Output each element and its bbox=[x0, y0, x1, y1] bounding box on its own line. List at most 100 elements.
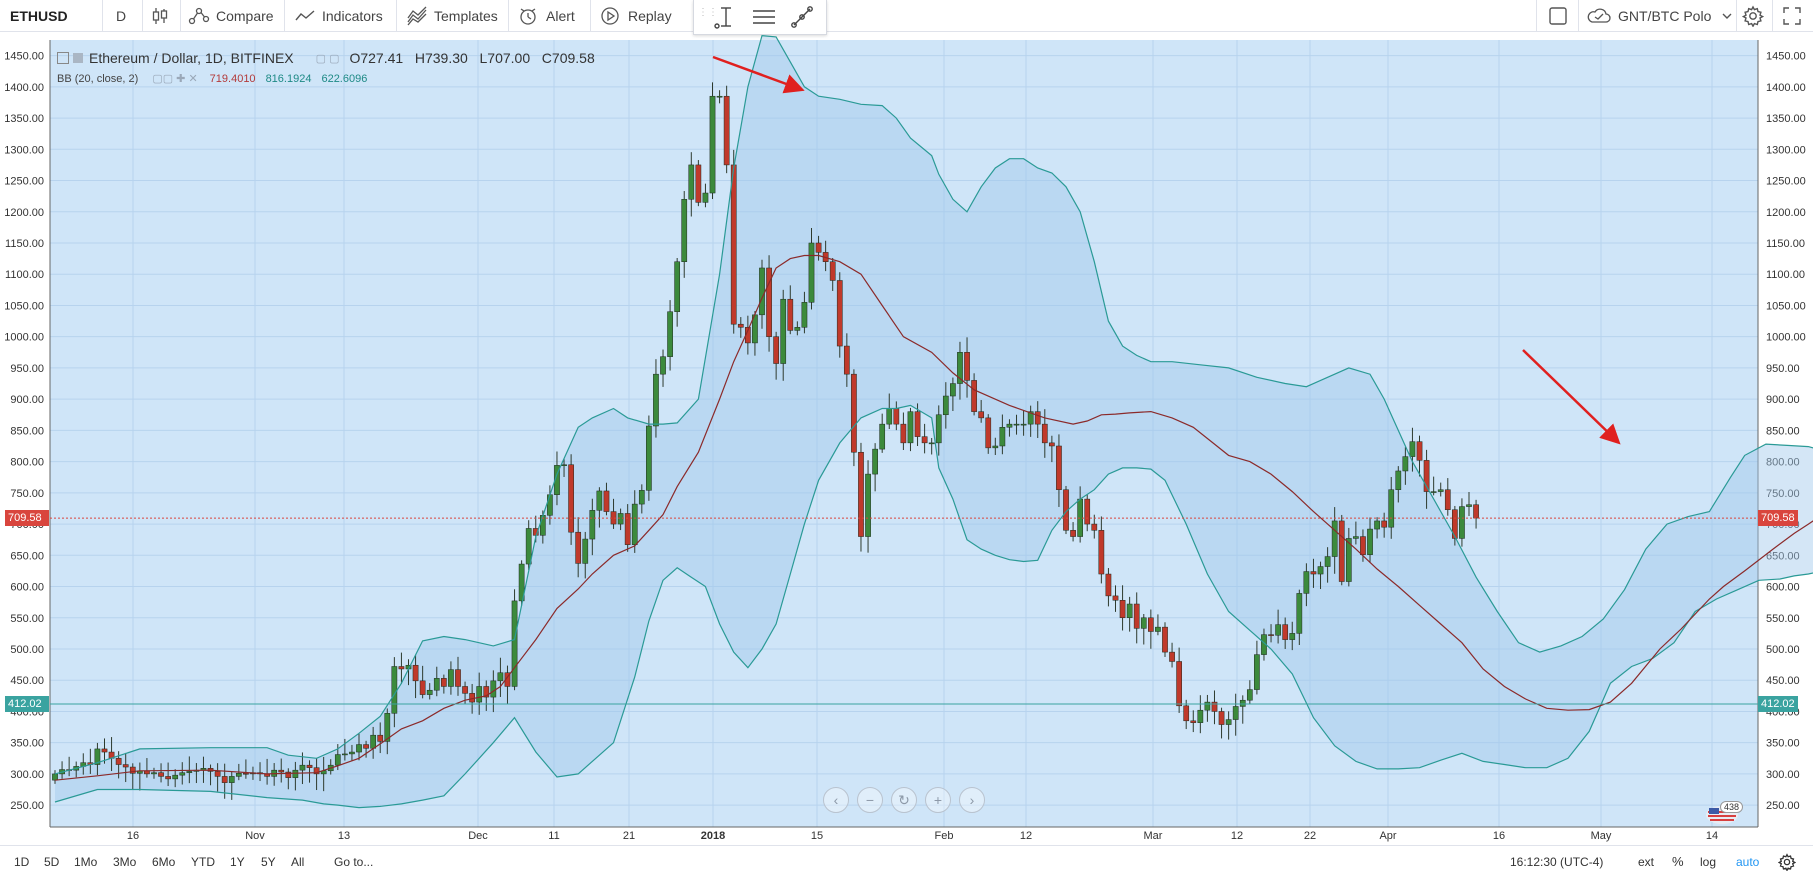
candle-body bbox=[667, 311, 673, 357]
settings-button[interactable] bbox=[1742, 0, 1770, 32]
candle-body bbox=[893, 408, 900, 425]
clock[interactable]: 16:12:30 (UTC-4) bbox=[1510, 846, 1603, 877]
range-button-3mo[interactable]: 3Mo bbox=[113, 854, 137, 869]
drag-handle[interactable]: ⋮⋮ bbox=[698, 7, 718, 18]
candle-body bbox=[851, 373, 857, 453]
range-button-1mo[interactable]: 1Mo bbox=[74, 854, 98, 869]
x-tick-label: 12 bbox=[1020, 830, 1032, 842]
separator bbox=[102, 0, 103, 32]
candle-body bbox=[384, 713, 391, 742]
text-tool-button[interactable] bbox=[712, 4, 740, 30]
separator bbox=[180, 0, 181, 32]
range-button-5y[interactable]: 5Y bbox=[261, 854, 276, 869]
candle-body bbox=[1126, 603, 1133, 619]
candle-body bbox=[780, 298, 787, 364]
candle-body bbox=[342, 753, 348, 756]
range-button-ytd[interactable]: YTD bbox=[191, 854, 215, 869]
candle-body bbox=[872, 448, 878, 475]
candle-body bbox=[815, 242, 822, 253]
candle-body bbox=[914, 411, 921, 437]
templates-button[interactable]: Templates bbox=[406, 0, 498, 32]
candle-body bbox=[292, 769, 299, 778]
candle-body bbox=[1395, 470, 1402, 490]
candle-body bbox=[172, 774, 179, 780]
chart-area[interactable]: 1450.00 1450.00 1400.00 1400.00 1350.00 1350.… bbox=[0, 32, 1813, 844]
reset-button[interactable]: ↻ bbox=[891, 787, 917, 813]
candle-body bbox=[1034, 411, 1041, 425]
zoom-out-button[interactable]: − bbox=[857, 787, 883, 813]
y-tick-label-left: 1150.00 bbox=[5, 238, 44, 250]
candle-body bbox=[448, 669, 454, 687]
candle-body bbox=[858, 451, 864, 537]
indicators-button[interactable]: Indicators bbox=[294, 0, 383, 32]
candle-body bbox=[462, 686, 468, 694]
y-tick-label-right: 1300.00 bbox=[1766, 144, 1806, 156]
candle-body bbox=[497, 672, 504, 682]
goto-button[interactable]: Go to... bbox=[334, 846, 373, 877]
annotation-arrow bbox=[712, 55, 805, 94]
y-tick-label-left: 1450.00 bbox=[4, 51, 44, 63]
candle-body bbox=[278, 769, 285, 773]
candle-body bbox=[221, 776, 228, 783]
separator bbox=[142, 0, 143, 32]
low-label: L bbox=[479, 50, 488, 66]
y-tick-label-right: 800.00 bbox=[1766, 457, 1800, 469]
chart-settings-button[interactable] bbox=[1778, 846, 1796, 877]
minus-icon: − bbox=[865, 792, 875, 808]
range-button-1y[interactable]: 1Y bbox=[230, 854, 245, 869]
percent-label: % bbox=[1672, 854, 1684, 869]
indicator-controls-icon[interactable]: ▢▢ ✚ ✕ bbox=[152, 73, 198, 85]
main-series-legend: Ethereum / Dollar, 1D, BITFINEX ▢ ▢ O727… bbox=[57, 50, 595, 66]
candle-body bbox=[1169, 651, 1175, 662]
alert-button[interactable]: Alert bbox=[518, 0, 575, 32]
candle-body bbox=[1190, 720, 1197, 723]
gear-icon bbox=[1778, 852, 1796, 871]
last-price-tag-left: 709.58 bbox=[5, 510, 49, 527]
range-button-5d[interactable]: 5D bbox=[44, 854, 60, 869]
legend-settings-icon[interactable]: ▢ ▢ bbox=[315, 52, 340, 65]
lines-tool-button[interactable] bbox=[750, 4, 778, 30]
range-button-1d[interactable]: 1D bbox=[14, 854, 30, 869]
y-tick-label-right: 1450.00 bbox=[1766, 51, 1806, 63]
open-value: 727.41 bbox=[360, 50, 404, 66]
layout-dropdown[interactable]: GNT/BTC Polo bbox=[1586, 0, 1735, 32]
log-toggle[interactable]: log bbox=[1700, 846, 1716, 877]
separator bbox=[1536, 0, 1537, 32]
candle-body bbox=[1119, 600, 1126, 619]
candle-body bbox=[1197, 709, 1204, 723]
candle-body bbox=[688, 164, 695, 200]
y-tick-label-right: 1150.00 bbox=[1766, 238, 1805, 250]
range-button-all[interactable]: All bbox=[291, 854, 305, 869]
y-tick-label-left: 350.00 bbox=[10, 738, 44, 750]
candle-body bbox=[511, 600, 518, 687]
range-button-6mo[interactable]: 6Mo bbox=[152, 854, 176, 869]
auto-toggle[interactable]: auto bbox=[1736, 846, 1759, 877]
layout-label: GNT/BTC Polo bbox=[1618, 8, 1712, 24]
bb-lower-line bbox=[54, 404, 1813, 809]
chart-style-button[interactable] bbox=[150, 0, 176, 32]
bb-lower-value: 622.6096 bbox=[321, 72, 368, 85]
price-chart[interactable]: 1450.00 1450.00 1400.00 1400.00 1350.00 1350.… bbox=[0, 32, 1813, 844]
candle-body bbox=[1246, 689, 1253, 701]
percent-toggle[interactable]: % bbox=[1672, 846, 1684, 877]
zoom-in-button[interactable]: + bbox=[925, 787, 951, 813]
scroll-left-button[interactable]: ‹ bbox=[823, 787, 849, 813]
indicators-icon bbox=[295, 10, 315, 21]
trendline-tool-button[interactable] bbox=[788, 4, 816, 30]
ext-toggle[interactable]: ext bbox=[1638, 846, 1654, 877]
candle-body bbox=[1239, 699, 1246, 707]
compare-button[interactable]: Compare bbox=[188, 0, 274, 32]
candle-body bbox=[759, 267, 765, 316]
replay-button[interactable]: Replay bbox=[600, 0, 672, 32]
candle-body bbox=[582, 538, 589, 564]
interval-button[interactable]: D bbox=[116, 0, 126, 32]
candle-body bbox=[547, 494, 553, 516]
x-tick-label: 21 bbox=[623, 830, 635, 842]
legend-collapse-icon[interactable] bbox=[57, 52, 69, 64]
scroll-right-button[interactable]: › bbox=[959, 787, 985, 813]
symbol-search[interactable]: ETHUSD bbox=[10, 0, 68, 32]
separator bbox=[1772, 0, 1773, 32]
fullscreen-toggle-button[interactable] bbox=[1548, 0, 1574, 32]
fullscreen-button[interactable] bbox=[1782, 0, 1808, 32]
y-tick-label-left: 750.00 bbox=[10, 488, 44, 500]
